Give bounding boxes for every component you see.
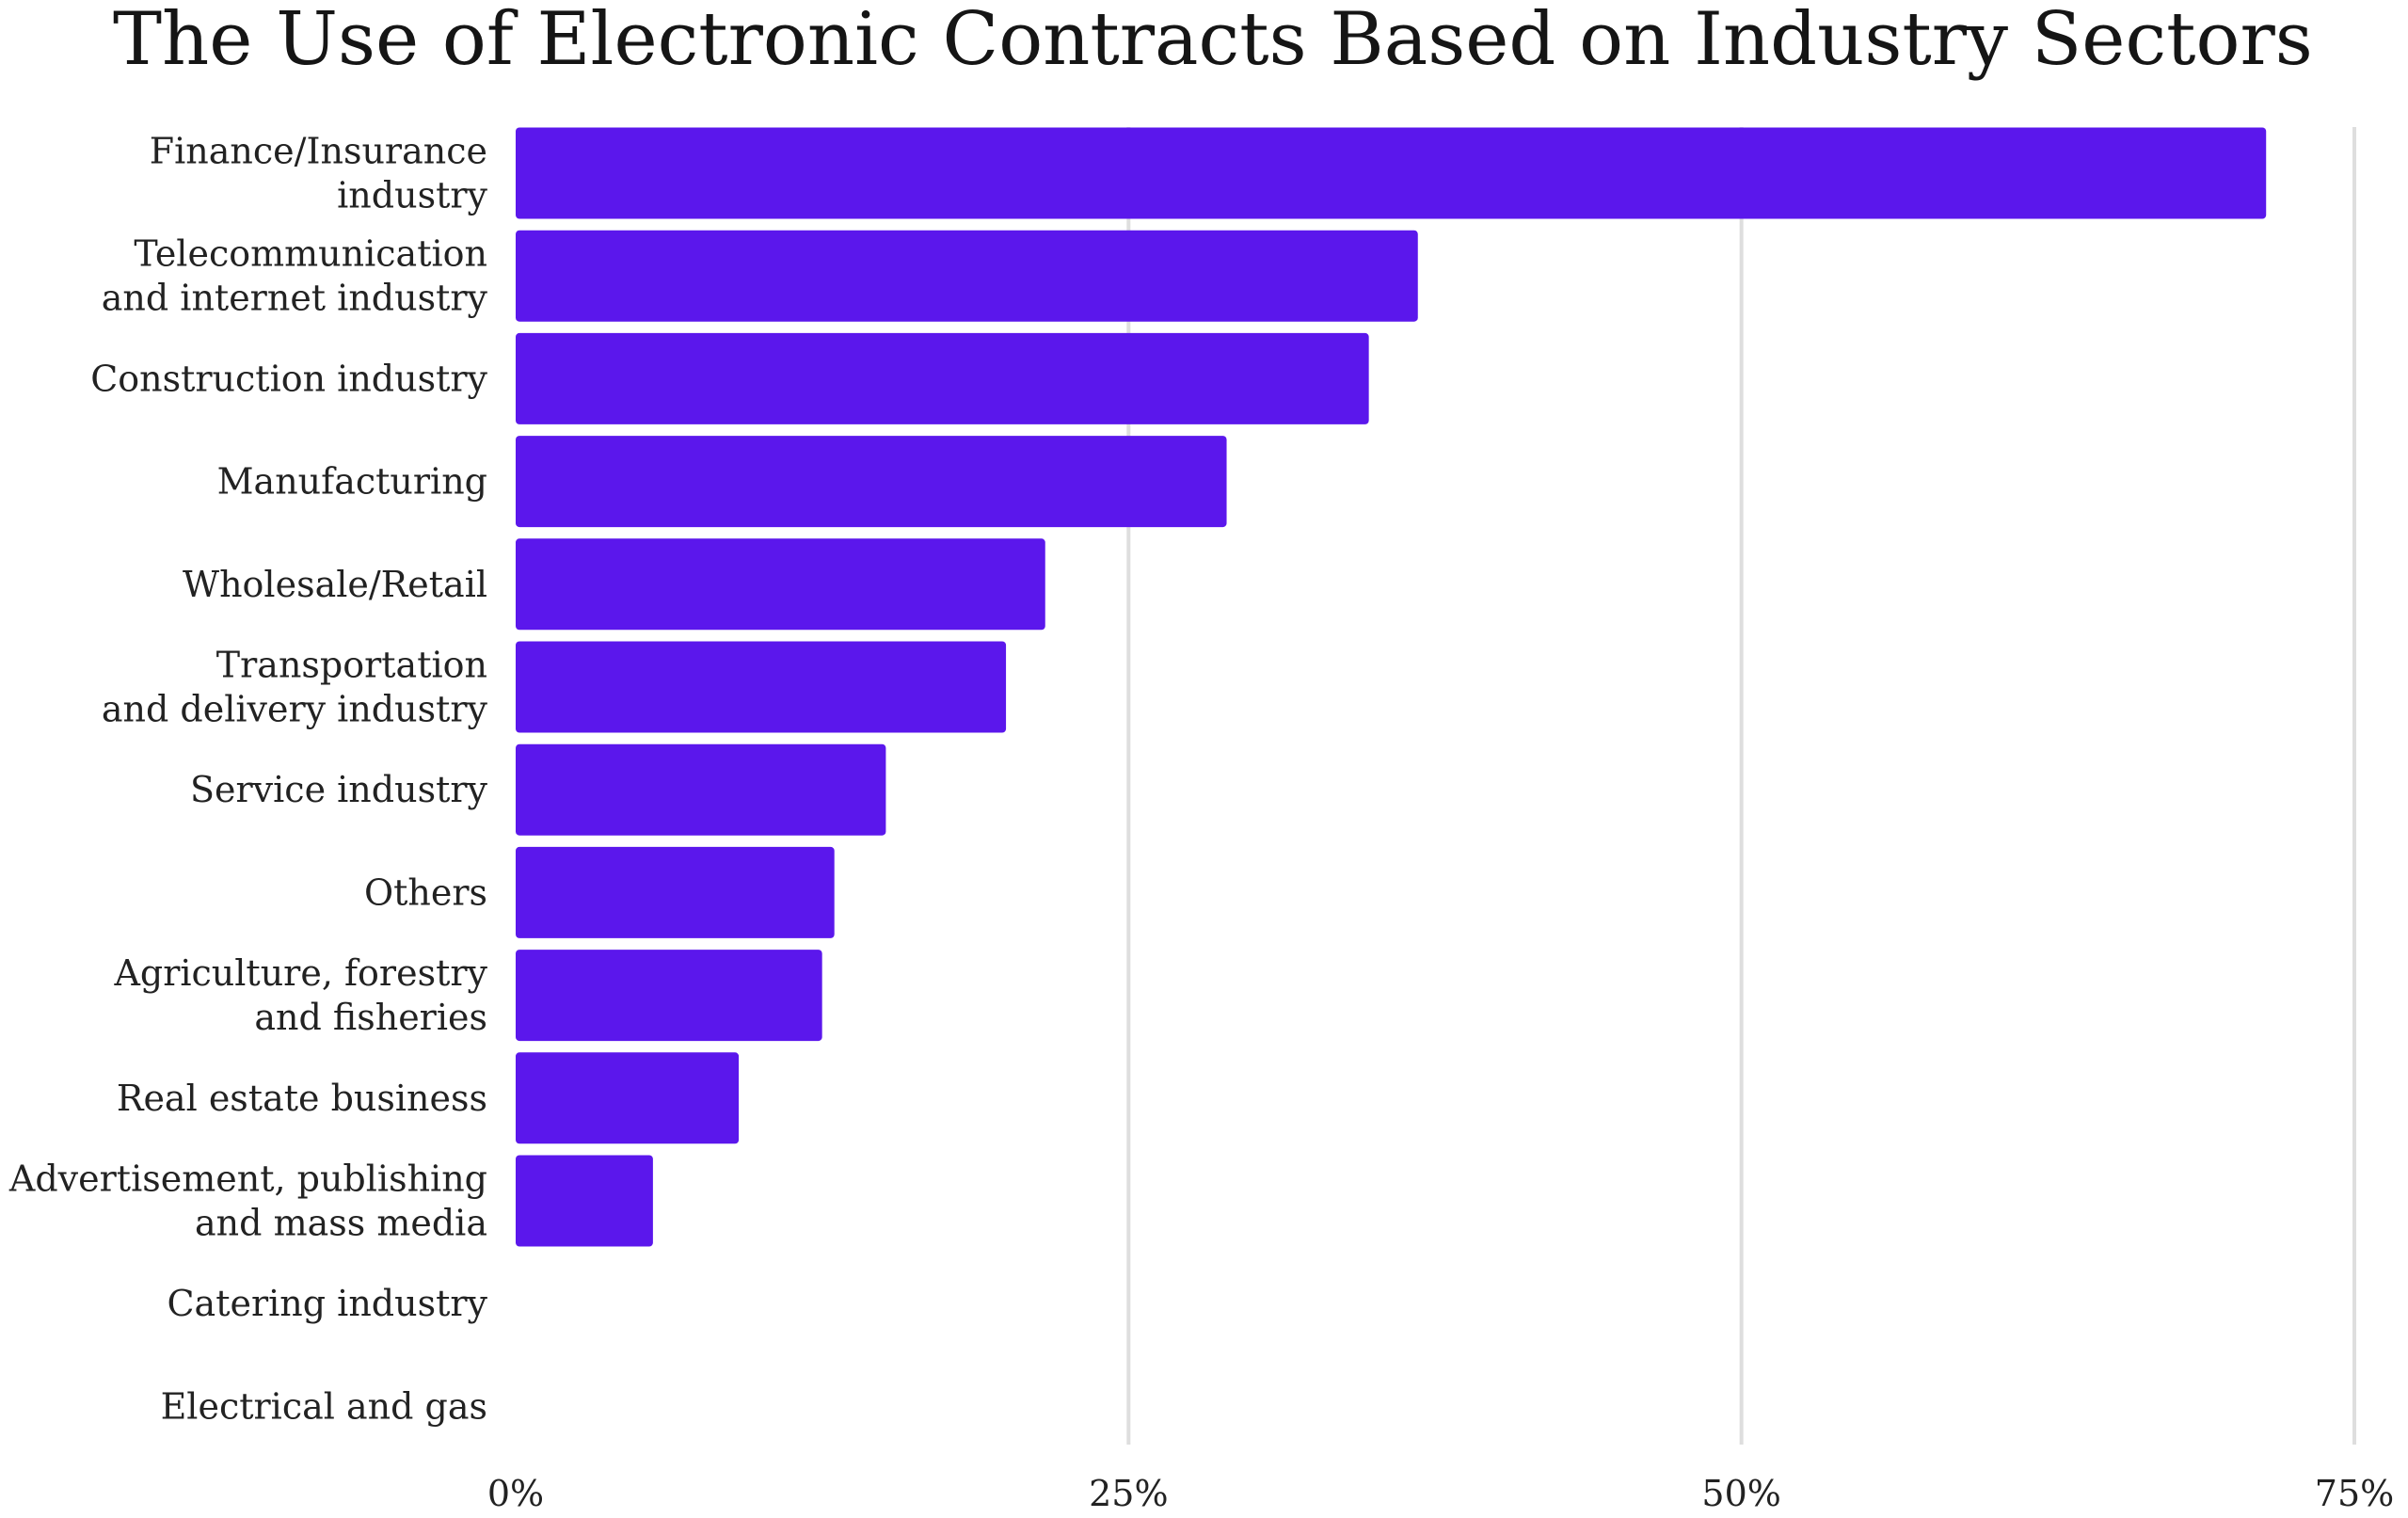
x-axis-ticks: 0% 25% 50% 75% — [487, 1473, 2394, 1514]
category-label-line: Construction industry — [90, 358, 487, 399]
category-label-line: industry — [337, 175, 487, 216]
category-label-line: Advertisement, publishing — [8, 1158, 487, 1200]
category-label-line: Agriculture, forestry — [113, 952, 487, 994]
category-label: Transportation and delivery industry — [102, 645, 488, 730]
bar — [516, 127, 2267, 219]
bar — [516, 743, 886, 836]
category-label-line: and mass media — [195, 1203, 487, 1244]
x-tick-label: 50% — [1701, 1473, 1780, 1514]
category-label-line: Manufacturing — [217, 461, 487, 503]
category-label: Electrical and gas — [161, 1385, 487, 1427]
bar — [516, 641, 1007, 733]
x-tick-label: 25% — [1089, 1473, 1168, 1514]
chart-title: The Use of Electronic Contracts Based on… — [113, 0, 2313, 82]
category-label-line: Catering industry — [167, 1283, 487, 1324]
category-label: Real estate business — [117, 1078, 487, 1119]
bar — [516, 1155, 653, 1247]
category-label: Telecommunication and internet industry — [102, 233, 488, 319]
bar — [516, 332, 1369, 424]
category-label: Construction industry — [90, 358, 487, 399]
category-label: Others — [364, 871, 487, 913]
category-label-line: Transportation — [216, 645, 487, 686]
category-label-line: Telecommunication — [134, 233, 487, 275]
category-label-line: Real estate business — [117, 1078, 487, 1119]
category-label-line: and internet industry — [102, 278, 488, 319]
category-labels: Finance/Insurance industry Telecommunicati… — [8, 131, 488, 1428]
category-label-line: and delivery industry — [102, 689, 488, 730]
category-label: Wholesale/Retail — [183, 564, 487, 605]
category-label-line: Others — [364, 871, 487, 913]
bar — [516, 538, 1045, 631]
category-label: Catering industry — [167, 1283, 487, 1324]
category-label-line: Electrical and gas — [161, 1385, 487, 1427]
category-label-line: Finance/Insurance — [150, 131, 487, 172]
category-label: Service industry — [190, 769, 488, 810]
category-label-line: Wholesale/Retail — [183, 564, 487, 605]
x-tick-label: 75% — [2315, 1473, 2394, 1514]
bar — [516, 1052, 740, 1144]
x-tick-label: 0% — [487, 1473, 544, 1514]
category-label: Manufacturing — [217, 461, 487, 503]
gridlines — [1126, 127, 2356, 1445]
bar — [516, 846, 835, 938]
bar — [516, 230, 1418, 322]
category-label: Agriculture, forestry and fisheries — [113, 952, 487, 1038]
bars — [516, 127, 2267, 1247]
bar — [516, 950, 822, 1042]
bar — [516, 436, 1227, 528]
category-label-line: and fisheries — [254, 997, 487, 1038]
category-label: Advertisement, publishing and mass media — [8, 1158, 487, 1244]
category-label: Finance/Insurance industry — [150, 131, 488, 216]
category-label-line: Service industry — [190, 769, 488, 810]
